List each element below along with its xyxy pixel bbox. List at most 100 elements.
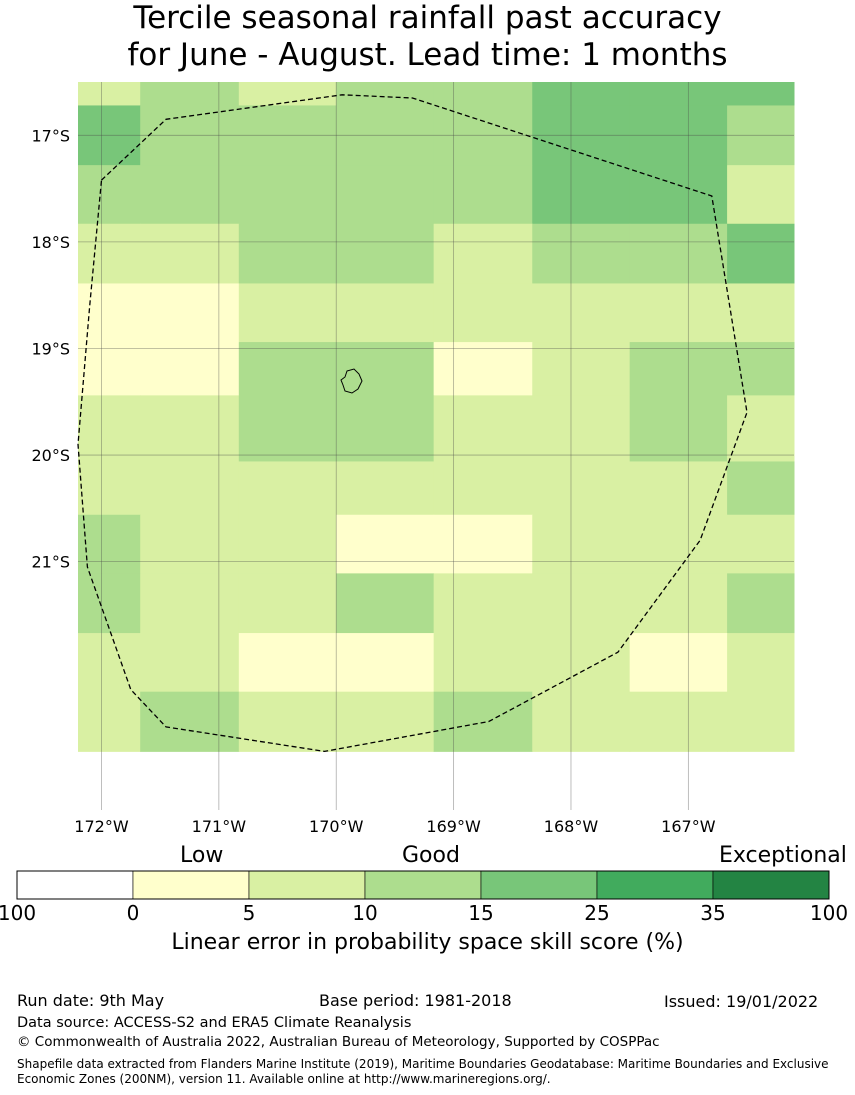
skill-cell <box>336 223 435 284</box>
skill-cell <box>532 573 631 634</box>
skill-cell <box>629 691 728 752</box>
skill-cell <box>336 573 435 634</box>
skill-cell <box>336 105 435 166</box>
skill-cell <box>78 633 141 693</box>
skill-cell <box>78 105 141 166</box>
skill-cell <box>629 573 728 634</box>
skill-cell <box>336 165 435 225</box>
lat-label: 21°S <box>31 553 70 572</box>
skill-cell <box>727 691 795 752</box>
colorbar-category-good: Good <box>402 843 460 868</box>
skill-cell <box>629 82 728 106</box>
colorbar-category-low: Low <box>180 843 224 868</box>
skill-cell <box>140 461 240 516</box>
skill-cell <box>336 633 435 693</box>
skill-cell <box>532 691 631 752</box>
skill-cell <box>238 573 337 634</box>
skill-cell <box>140 82 240 106</box>
skill-cell <box>727 283 795 343</box>
skill-cell <box>140 165 240 225</box>
lon-label: 169°W <box>426 817 481 836</box>
eez-boundary <box>77 94 748 753</box>
latitude-labels: 17°S 18°S 19°S 20°S 21°S <box>31 126 70 571</box>
skill-cell <box>336 283 435 343</box>
colorbar-tick: 0 <box>126 901 140 925</box>
skill-cell <box>433 691 533 752</box>
skill-cell <box>140 283 240 343</box>
skill-cell <box>532 283 631 343</box>
colorbar-tick: 10 <box>352 901 378 925</box>
lat-label: 20°S <box>31 446 70 465</box>
skill-cell <box>532 461 631 516</box>
skill-cell <box>336 342 435 396</box>
skill-grid <box>78 82 795 752</box>
skill-cell <box>78 395 141 462</box>
run-date: Run date: 9th May <box>17 991 165 1010</box>
colorbar-swatch <box>712 870 830 900</box>
lat-label: 18°S <box>31 233 70 252</box>
skill-cell <box>78 165 141 225</box>
lat-label: 17°S <box>31 126 70 145</box>
skill-cell <box>336 514 435 574</box>
skill-cell <box>532 105 631 166</box>
skill-cell <box>629 633 728 693</box>
skill-cell <box>238 165 337 225</box>
skill-cell <box>727 105 795 166</box>
skill-cell <box>433 283 533 343</box>
skill-cell <box>629 514 728 574</box>
skill-cell <box>629 283 728 343</box>
skill-cell <box>727 82 795 106</box>
skill-cell <box>433 573 533 634</box>
colorbar-swatch <box>248 870 366 900</box>
colorbar-tick: 15 <box>468 901 494 925</box>
skill-cell <box>238 342 337 396</box>
skill-cell <box>433 342 533 396</box>
colorbar-tick: 100 <box>0 901 37 925</box>
lon-label: 167°W <box>661 817 716 836</box>
skill-cell <box>78 461 141 516</box>
lon-label: 171°W <box>192 817 247 836</box>
skill-cell <box>238 105 337 166</box>
lon-label: 172°W <box>74 817 129 836</box>
skill-cell <box>433 514 533 574</box>
skill-cell <box>532 633 631 693</box>
colorbar-category-exceptional: Exceptional <box>719 843 847 868</box>
skill-cell <box>238 283 337 343</box>
title-line-2: for June - August. Lead time: 1 months <box>127 37 728 73</box>
title-line-1: Tercile seasonal rainfall past accuracy <box>133 0 722 36</box>
skill-cell <box>433 82 533 106</box>
colorbar <box>16 870 830 900</box>
skill-cell <box>629 395 728 462</box>
skill-cell <box>78 573 141 634</box>
skill-cell <box>238 633 337 693</box>
skill-cell <box>532 165 631 225</box>
skill-cell <box>629 165 728 225</box>
data-source: Data source: ACCESS-S2 and ERA5 Climate … <box>17 1015 412 1031</box>
skill-cell <box>238 223 337 284</box>
skill-cell <box>336 461 435 516</box>
skill-cell <box>78 691 141 752</box>
copyright: © Commonwealth of Australia 2022, Austra… <box>17 1034 660 1050</box>
colorbar-swatch <box>132 870 250 900</box>
skill-cell <box>727 395 795 462</box>
skill-cell <box>433 461 533 516</box>
colorbar-label: Linear error in probability space skill … <box>171 930 684 955</box>
skill-cell <box>336 691 435 752</box>
lon-label: 168°W <box>544 817 599 836</box>
graticule <box>78 82 794 810</box>
skill-cell <box>238 395 337 462</box>
skill-cell <box>78 223 141 284</box>
skill-cell <box>532 82 631 106</box>
colorbar-swatch <box>16 870 134 900</box>
skill-cell <box>433 395 533 462</box>
skill-cell <box>727 573 795 634</box>
skill-cell <box>433 633 533 693</box>
skill-cell <box>78 82 141 106</box>
island-outline <box>340 368 363 394</box>
skill-cell <box>238 82 337 106</box>
skill-cell <box>727 633 795 693</box>
skill-cell <box>727 461 795 516</box>
colorbar-outline <box>16 870 830 900</box>
colorbar-swatch <box>364 870 482 900</box>
longitude-labels: 172°W 171°W 170°W 169°W 168°W 167°W <box>74 817 715 836</box>
